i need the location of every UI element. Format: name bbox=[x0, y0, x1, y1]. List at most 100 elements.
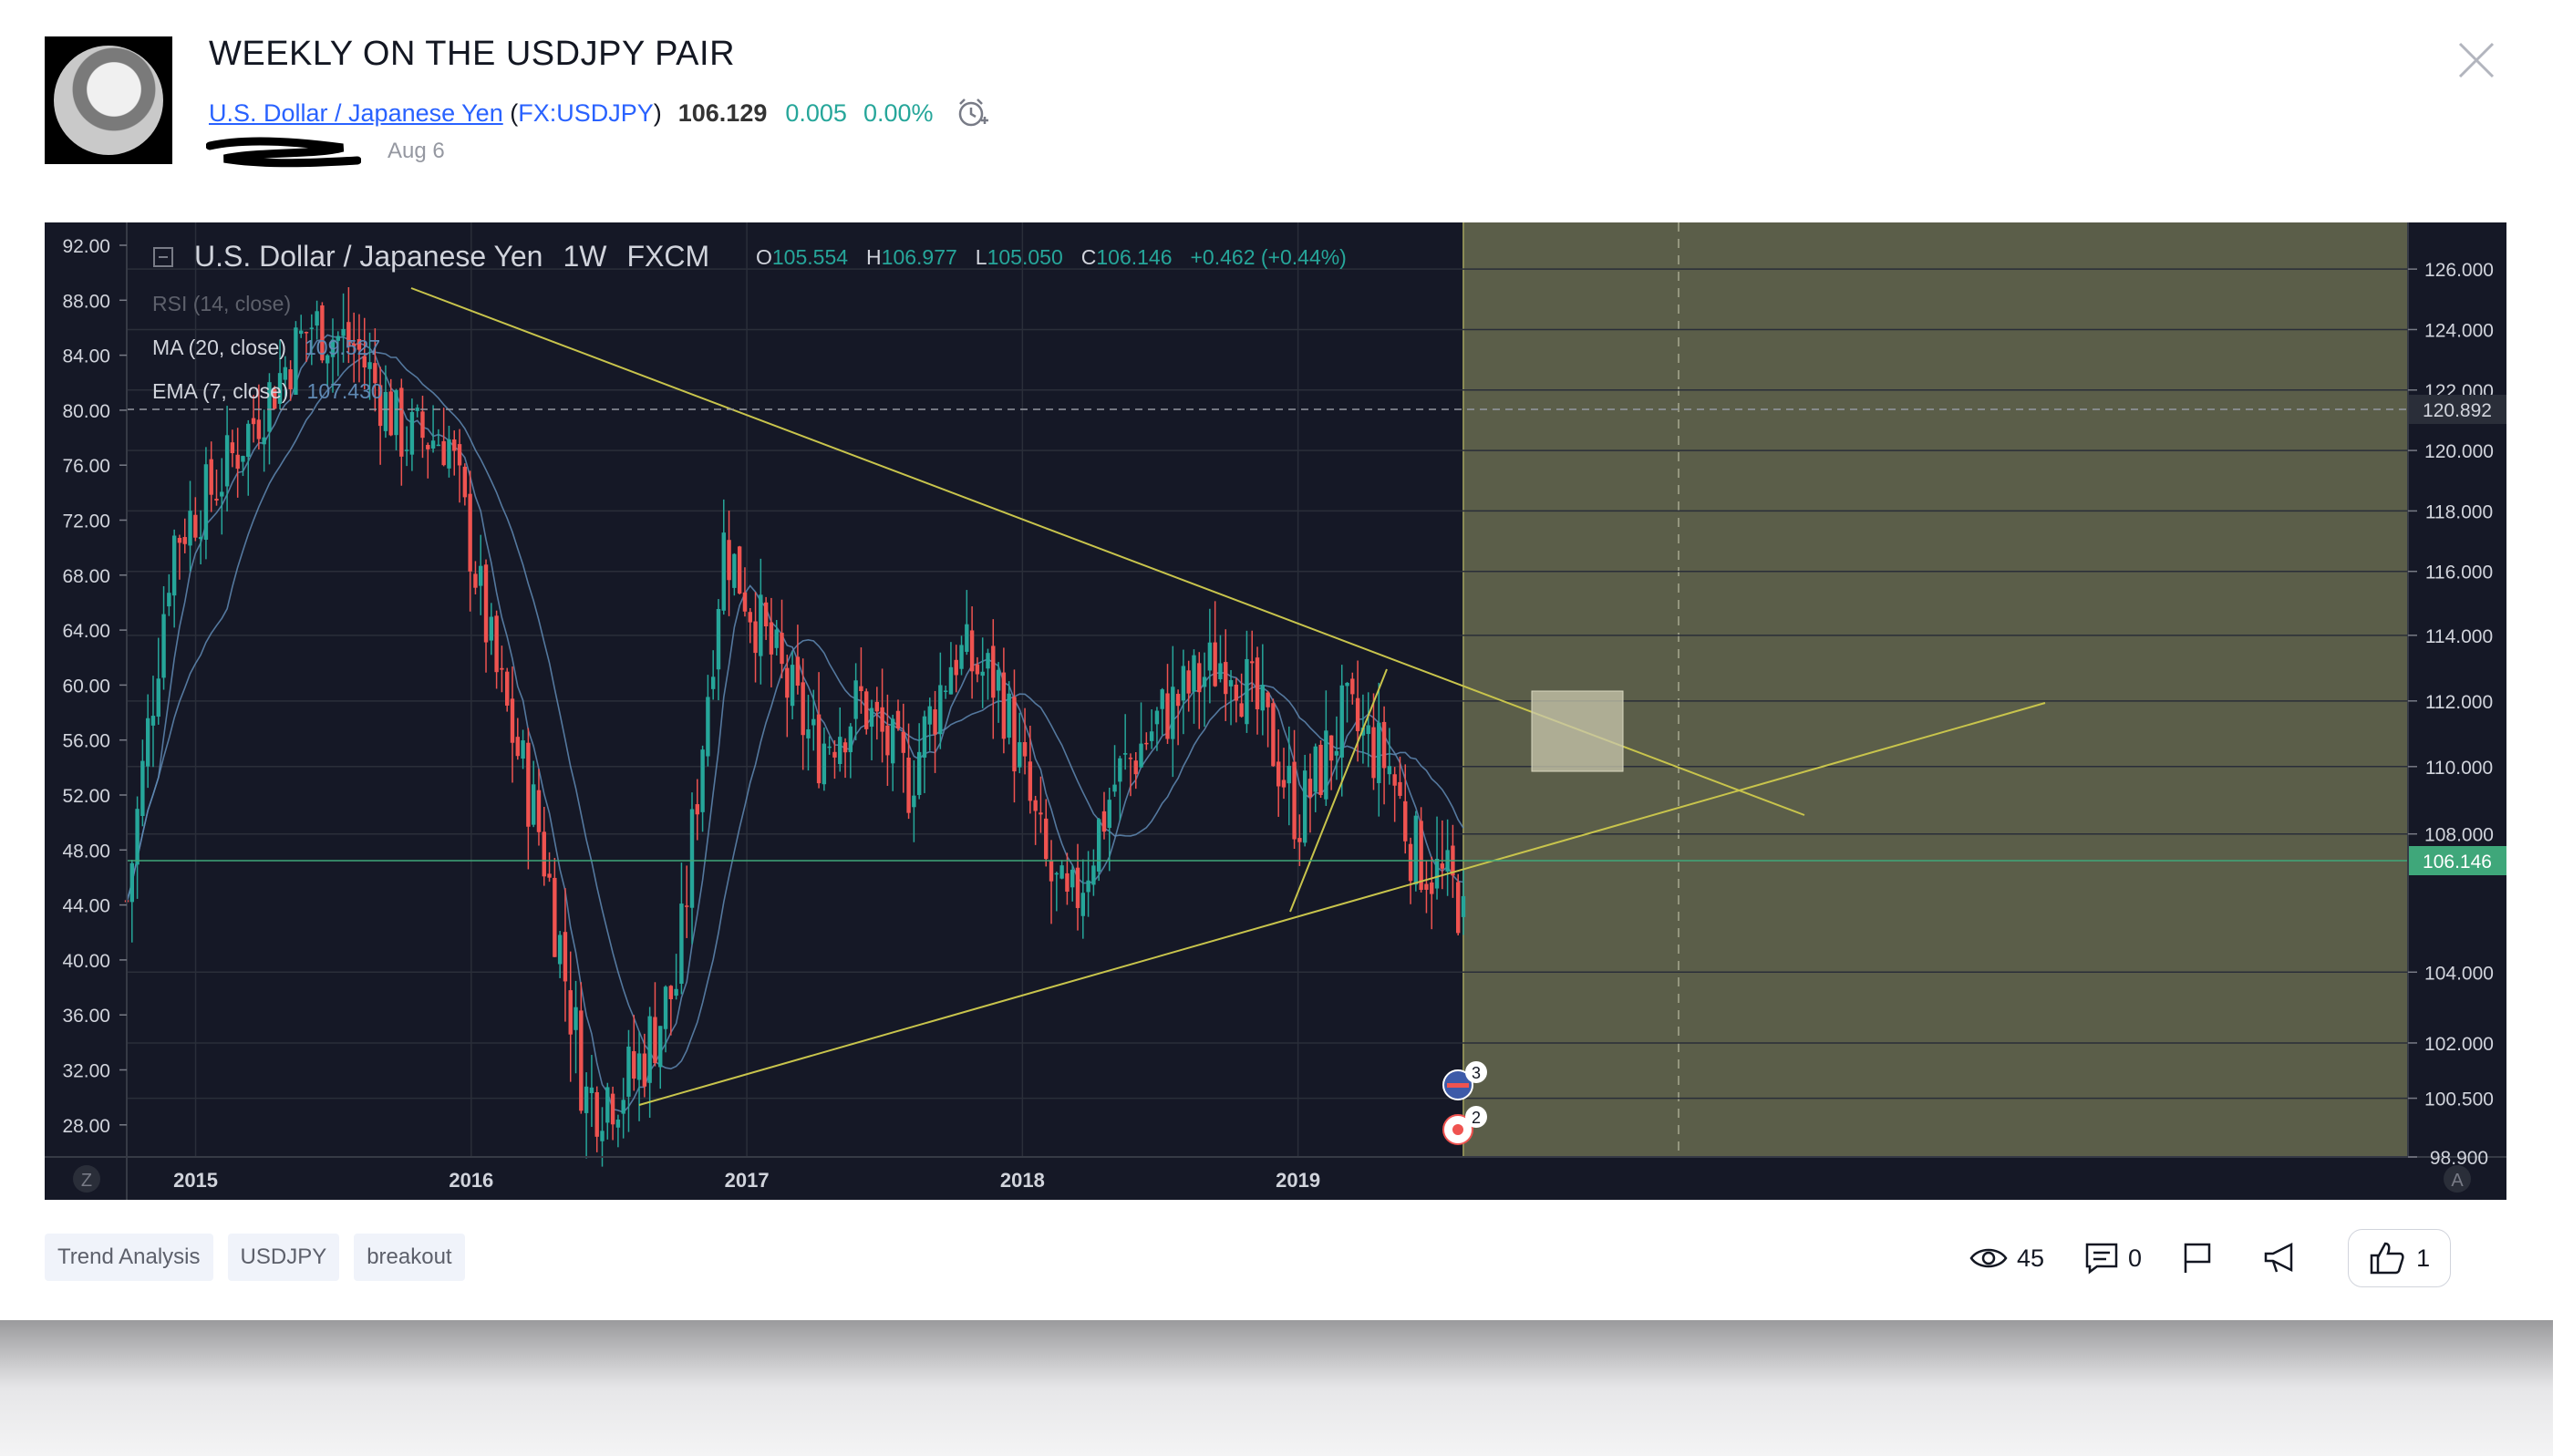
legend-ema: EMA (7, close) 107.430 bbox=[152, 379, 383, 403]
candle-body bbox=[235, 454, 240, 470]
us-event-count: 3 bbox=[1472, 1064, 1481, 1082]
candle-body bbox=[1022, 742, 1028, 757]
candle-body bbox=[315, 311, 319, 326]
candle-body bbox=[568, 990, 573, 1035]
candle-body bbox=[489, 616, 494, 641]
corner-a-button[interactable] bbox=[2444, 1165, 2471, 1193]
close-icon[interactable] bbox=[2456, 40, 2496, 80]
corner-a-label: A bbox=[2451, 1171, 2464, 1191]
candle-body bbox=[1276, 761, 1281, 787]
views-stat: 45 bbox=[1969, 1244, 2044, 1273]
candle-body bbox=[1307, 779, 1313, 798]
symbol-ticker-link[interactable]: FX:USDJPY bbox=[518, 98, 654, 127]
candle-body bbox=[1234, 684, 1239, 701]
candle-body bbox=[1297, 838, 1302, 842]
candle-body bbox=[129, 862, 134, 903]
candle-body bbox=[171, 535, 177, 596]
collapse-legend-icon[interactable] bbox=[153, 247, 173, 267]
candle-body bbox=[288, 369, 293, 389]
right-axis-label: 98.900 bbox=[2430, 1148, 2488, 1169]
candle-body bbox=[273, 388, 277, 409]
x-axis-label: 2017 bbox=[725, 1169, 770, 1192]
candle-body bbox=[1044, 818, 1049, 860]
event-marker-us[interactable]: 3 bbox=[1442, 1061, 1487, 1100]
right-axis-panel bbox=[2408, 222, 2506, 1157]
candle-body bbox=[795, 656, 801, 687]
us-event-count-badge bbox=[1465, 1061, 1487, 1083]
candle-body bbox=[510, 698, 515, 743]
candle-body bbox=[262, 437, 266, 445]
candle-body bbox=[536, 790, 542, 832]
candle-body bbox=[304, 331, 309, 334]
candle-body bbox=[801, 682, 805, 736]
candle-body bbox=[1107, 800, 1111, 829]
candle-body bbox=[479, 565, 483, 586]
candle-body bbox=[214, 499, 219, 501]
candle-body bbox=[346, 322, 351, 347]
alarm-clock-icon[interactable] bbox=[954, 95, 990, 131]
candle-body bbox=[557, 935, 563, 965]
candle-body bbox=[1122, 753, 1128, 755]
tag-usdjpy[interactable]: USDJPY bbox=[227, 1234, 340, 1281]
right-axis-label: 114.000 bbox=[2425, 626, 2493, 647]
symbol-change: 0.005 bbox=[785, 98, 847, 127]
candle-body bbox=[468, 493, 472, 572]
candle-body bbox=[505, 671, 510, 706]
idea-title: WEEKLY ON THE USDJPY PAIR bbox=[209, 35, 736, 73]
legend-ma: MA (20, close) 109.527 bbox=[152, 336, 380, 359]
ma-20-line bbox=[126, 351, 1464, 1070]
candle-body bbox=[763, 602, 769, 627]
candle-body bbox=[1408, 843, 1413, 882]
left-axis-label: 60.00 bbox=[62, 676, 110, 697]
left-axis-label: 36.00 bbox=[62, 1006, 110, 1027]
left-axis-label: 44.00 bbox=[62, 896, 110, 917]
corner-z-button[interactable] bbox=[73, 1165, 100, 1193]
background-page-edge bbox=[2553, 0, 2563, 1456]
target-box bbox=[1531, 690, 1624, 772]
candle-body bbox=[685, 905, 689, 907]
legend-ohlc: O105.554 H106.977 L105.050 C106.146 +0.462 (… bbox=[756, 245, 1347, 269]
candle-body bbox=[1091, 865, 1096, 885]
candle-body bbox=[806, 728, 811, 738]
likes-count: 1 bbox=[2416, 1244, 2431, 1272]
candle-body bbox=[975, 664, 980, 675]
candle-body bbox=[150, 716, 156, 726]
comments-stat[interactable]: 0 bbox=[2084, 1242, 2142, 1275]
right-axis-label: 118.000 bbox=[2425, 501, 2493, 522]
last-price-label: 106.146 bbox=[2423, 852, 2492, 873]
candle-body bbox=[1381, 721, 1387, 769]
candle-body bbox=[742, 592, 748, 612]
us-flag-stripe bbox=[1447, 1083, 1469, 1088]
candle-body bbox=[769, 622, 774, 655]
candle-body bbox=[299, 330, 304, 335]
candle-body bbox=[1202, 676, 1207, 687]
like-button[interactable]: 1 bbox=[2348, 1229, 2452, 1287]
price-chart[interactable]: 92.00 88.00 84.00 80.00 76.00 72.00 68.00 64.00… bbox=[45, 222, 2506, 1200]
tag-breakout[interactable]: breakout bbox=[354, 1234, 465, 1281]
candle-body bbox=[1250, 661, 1255, 664]
candle-body bbox=[404, 449, 409, 451]
candle-body bbox=[494, 615, 499, 673]
right-axis-label: 112.000 bbox=[2425, 692, 2493, 713]
tag-trend-analysis[interactable]: Trend Analysis bbox=[45, 1234, 213, 1281]
candle-body bbox=[1350, 678, 1355, 695]
report-stat[interactable] bbox=[2182, 1242, 2222, 1275]
candle-body bbox=[663, 986, 668, 1029]
candle-body bbox=[1001, 672, 1007, 739]
candle-body bbox=[330, 339, 336, 357]
candle-body bbox=[695, 804, 700, 815]
event-marker-jp[interactable]: 2 bbox=[1442, 1106, 1487, 1145]
candle-body bbox=[394, 390, 398, 436]
corner-z-label: Z bbox=[81, 1171, 92, 1191]
candle-body bbox=[906, 758, 911, 813]
candle-body bbox=[188, 511, 192, 546]
candle-body bbox=[1224, 662, 1228, 695]
share-stat[interactable] bbox=[2262, 1242, 2308, 1275]
symbol-name-link[interactable]: U.S. Dollar / Japanese Yen bbox=[209, 98, 503, 127]
candle-body bbox=[1328, 735, 1334, 761]
candle-body bbox=[309, 327, 315, 329]
candle-body bbox=[610, 1093, 615, 1125]
candle-body bbox=[161, 614, 166, 678]
candle-body bbox=[1271, 703, 1276, 767]
author-avatar[interactable] bbox=[45, 36, 172, 164]
